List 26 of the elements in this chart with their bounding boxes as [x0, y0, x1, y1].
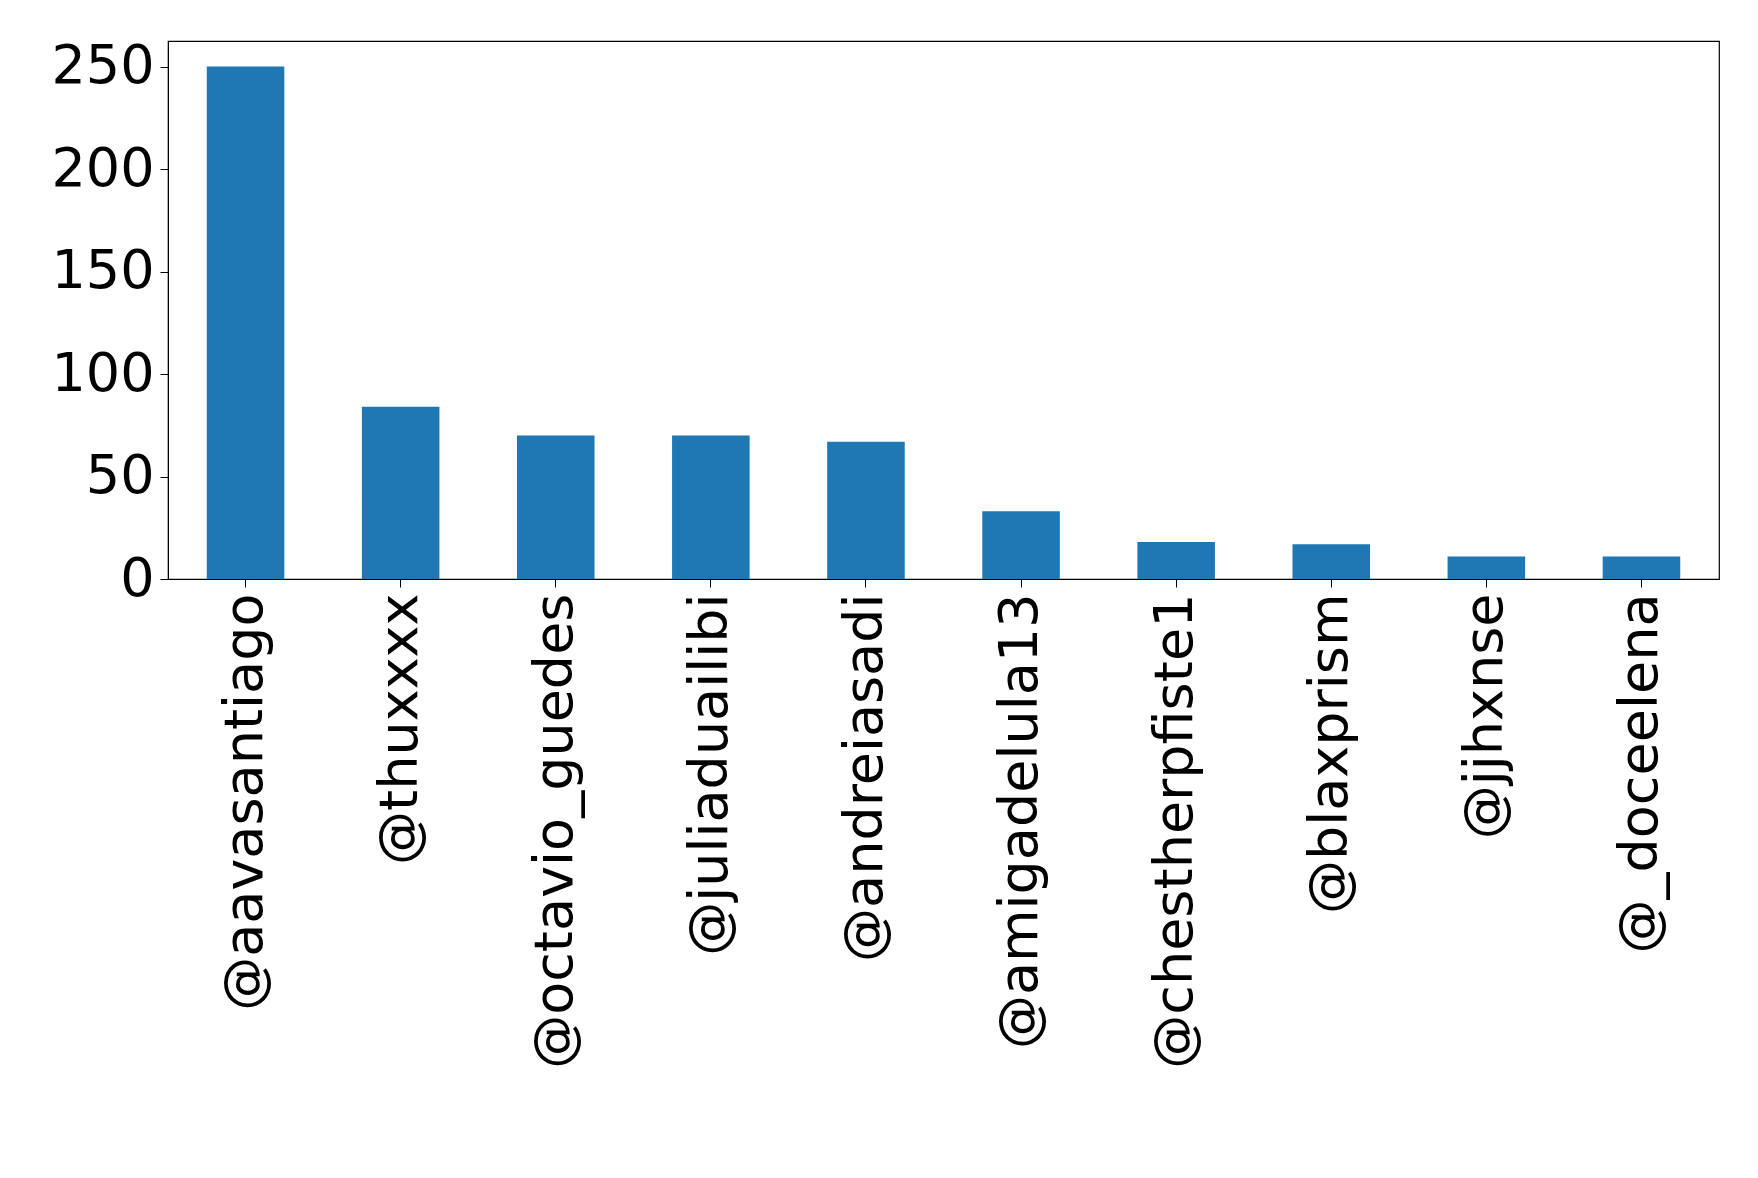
- x-tick-label: @jjhxnse: [1452, 593, 1516, 840]
- bar: [1602, 556, 1681, 579]
- bar: [1137, 542, 1215, 579]
- x-tick-label: @blaxprism: [1297, 593, 1361, 915]
- x-tick-label: @andreiasadi: [831, 593, 895, 962]
- x-tick-label: @octavio_guedes: [521, 593, 585, 1069]
- bar: [1292, 544, 1371, 579]
- y-tick-label: 50: [85, 443, 155, 507]
- bar: [1447, 556, 1526, 579]
- y-tick-label: 150: [51, 238, 155, 302]
- bar: [516, 435, 595, 579]
- bar: [672, 435, 750, 579]
- y-tick-label: 100: [51, 340, 155, 404]
- y-tick-label: 250: [51, 33, 155, 97]
- bar: [206, 66, 285, 579]
- x-tick-label: @chestherpfiste1: [1142, 593, 1206, 1069]
- x-tick-label: @aavasantiago: [211, 593, 275, 1011]
- x-tick-label: @thuxxxx: [366, 593, 430, 865]
- y-tick-label: 0: [120, 545, 155, 609]
- bar: [827, 441, 905, 579]
- x-tick-label: @amigadelula13: [987, 593, 1051, 1050]
- y-tick-label: 200: [51, 135, 155, 199]
- x-tick-label: @_doceelena: [1607, 593, 1671, 954]
- bar: [361, 406, 440, 579]
- x-tick-label: @juliaduailibi: [676, 593, 740, 956]
- bar: [982, 511, 1060, 579]
